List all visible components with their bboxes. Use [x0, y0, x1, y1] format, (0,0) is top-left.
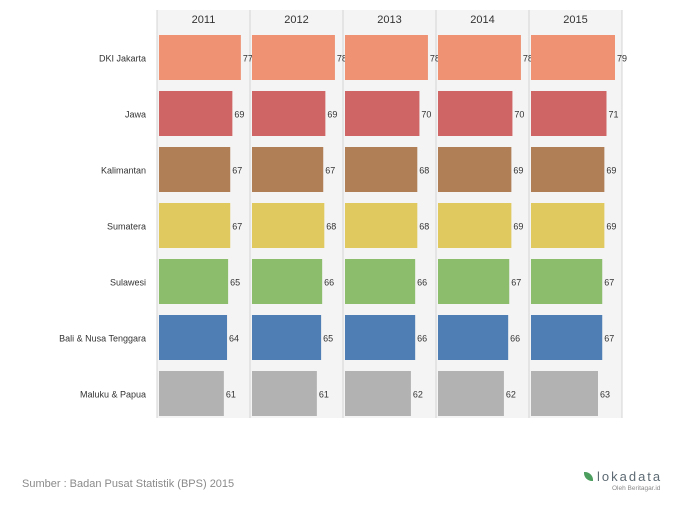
bar [438, 259, 510, 304]
category-label: DKI Jakarta [99, 54, 146, 64]
category-label: Kalimantan [101, 166, 146, 176]
value-label: 78 [523, 54, 533, 64]
bar [252, 35, 335, 80]
bar [252, 315, 322, 360]
value-label: 69 [513, 166, 523, 176]
brand-name: lokadata [597, 469, 663, 484]
bar [531, 259, 603, 304]
value-label: 66 [417, 334, 427, 344]
bar [159, 315, 228, 360]
bar [159, 35, 241, 80]
bar [252, 203, 325, 248]
bar [252, 91, 326, 136]
bar [345, 259, 416, 304]
bar [438, 203, 512, 248]
category-label: Maluku & Papua [80, 390, 146, 400]
bar [438, 91, 513, 136]
category-label: Sumatera [107, 222, 146, 232]
brand-logo: lokadata Oleh Beritagar.id [584, 469, 694, 492]
bar [531, 147, 605, 192]
value-label: 66 [510, 334, 520, 344]
bar [345, 147, 418, 192]
value-label: 71 [608, 110, 618, 120]
leaf-icon [584, 472, 593, 481]
value-label: 70 [514, 110, 524, 120]
value-label: 69 [606, 222, 616, 232]
year-label-2012: 2012 [284, 14, 308, 26]
value-label: 63 [600, 390, 610, 400]
bar [345, 315, 416, 360]
value-label: 77 [243, 54, 253, 64]
bar [438, 35, 521, 80]
year-label-2014: 2014 [470, 14, 494, 26]
value-label: 67 [325, 166, 335, 176]
year-label-2015: 2015 [563, 14, 587, 26]
bar [438, 315, 509, 360]
bar [159, 203, 231, 248]
value-label: 62 [413, 390, 423, 400]
value-label: 67 [604, 278, 614, 288]
bar [531, 91, 607, 136]
value-label: 69 [327, 110, 337, 120]
brand-subtitle: Oleh Beritagar.id [612, 485, 661, 492]
bar [252, 259, 323, 304]
bar [531, 203, 605, 248]
bar [345, 371, 411, 416]
category-label: Sulawesi [110, 278, 146, 288]
source-note: Sumber : Badan Pusat Statistik (BPS) 201… [22, 478, 235, 490]
value-label: 66 [324, 278, 334, 288]
value-label: 67 [232, 222, 242, 232]
value-label: 66 [417, 278, 427, 288]
value-label: 79 [617, 54, 627, 64]
value-label: 61 [226, 390, 236, 400]
year-label-2011: 2011 [192, 14, 216, 26]
bar-chart: 2011 2012 2013 2014 2015 DKI Jakarta 77 78 78 78 7… [59, 10, 627, 418]
bar [252, 147, 324, 192]
bar [159, 91, 233, 136]
value-label: 78 [337, 54, 347, 64]
bar [345, 91, 420, 136]
value-label: 69 [234, 110, 244, 120]
bar [438, 371, 504, 416]
value-label: 70 [421, 110, 431, 120]
bar [345, 35, 428, 80]
value-label: 67 [232, 166, 242, 176]
category-label: Bali & Nusa Tenggara [59, 334, 146, 344]
bar [345, 203, 418, 248]
year-label-2013: 2013 [377, 14, 401, 26]
value-label: 65 [230, 278, 240, 288]
bar [159, 371, 224, 416]
value-label: 78 [430, 54, 440, 64]
value-label: 68 [326, 222, 336, 232]
value-label: 61 [319, 390, 329, 400]
value-label: 65 [323, 334, 333, 344]
value-label: 69 [606, 166, 616, 176]
bar [531, 35, 615, 80]
bar [159, 259, 229, 304]
bar [438, 147, 512, 192]
value-label: 67 [511, 278, 521, 288]
value-label: 64 [229, 334, 239, 344]
bar [159, 147, 231, 192]
value-label: 68 [419, 166, 429, 176]
bar [252, 371, 317, 416]
bar [531, 315, 603, 360]
bar [531, 371, 598, 416]
value-label: 69 [513, 222, 523, 232]
value-label: 68 [419, 222, 429, 232]
value-label: 67 [604, 334, 614, 344]
category-label: Jawa [125, 110, 146, 120]
value-label: 62 [506, 390, 516, 400]
